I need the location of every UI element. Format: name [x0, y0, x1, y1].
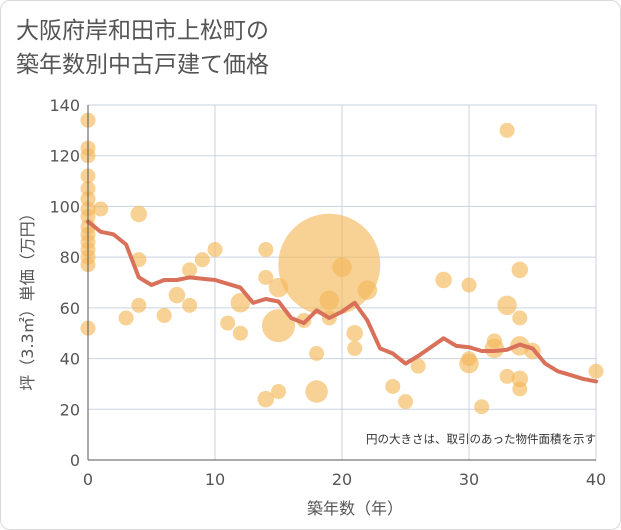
data-bubble [459, 353, 479, 374]
data-bubble [131, 297, 147, 313]
x-tick-label: 30 [459, 470, 479, 489]
data-bubble [357, 280, 378, 300]
data-bubble [512, 381, 528, 397]
data-bubble [499, 368, 515, 384]
data-bubble [309, 346, 325, 361]
data-bubble [271, 384, 286, 400]
data-bubble [230, 293, 251, 313]
trend-line-layer [86, 219, 598, 384]
data-bubble [232, 325, 248, 341]
x-axis-title: 築年数（年） [307, 499, 403, 518]
data-bubble [410, 358, 426, 374]
y-axis-title: 坪（3.3㎡）単価（万円） [18, 205, 37, 390]
data-bubble [220, 315, 236, 331]
trend-line [86, 219, 598, 384]
data-bubble [346, 324, 363, 342]
data-bubble [499, 122, 515, 138]
data-bubble [512, 310, 528, 326]
data-bubble [588, 363, 604, 379]
data-bubble [435, 271, 452, 289]
y-tick-label: 0 [70, 451, 80, 470]
bubble-layer [80, 112, 604, 415]
data-bubble [156, 307, 172, 323]
data-bubble [207, 242, 223, 258]
y-tick-label: 40 [60, 350, 80, 369]
y-tick-label: 80 [60, 248, 80, 267]
data-bubble [347, 340, 363, 356]
data-bubble [511, 261, 529, 279]
chart-title: 大阪府岸和田市上松町の 築年数別中古戸建て価格 [16, 14, 269, 82]
data-bubble [130, 205, 148, 223]
data-bubble [461, 277, 477, 293]
data-bubble [93, 201, 109, 217]
axes [87, 105, 596, 461]
tick-labels: 0 10 20 30 40 0 20 40 60 80 100 120 140 [49, 96, 606, 489]
y-tick-label: 140 [49, 96, 80, 115]
x-tick-label: 0 [83, 470, 93, 489]
data-bubble [398, 394, 413, 410]
x-tick-label: 10 [205, 470, 225, 489]
chart-title-line-1: 大阪府岸和田市上松町の [16, 18, 269, 44]
data-bubble [484, 338, 505, 359]
x-tick-label: 20 [332, 470, 352, 489]
data-bubble [194, 252, 210, 268]
y-tick-label: 120 [49, 147, 80, 166]
data-bubble [182, 297, 198, 313]
data-bubble [257, 390, 275, 408]
data-bubble [168, 286, 186, 304]
data-bubble [385, 378, 401, 394]
chart-title-line-2: 築年数別中古戸建て価格 [16, 52, 269, 78]
y-tick-label: 60 [60, 299, 80, 318]
data-bubble [118, 310, 134, 326]
data-bubble [474, 399, 490, 415]
data-bubble [182, 262, 198, 278]
data-bubble [278, 213, 381, 316]
data-bubble [305, 380, 328, 403]
data-bubble [319, 290, 340, 310]
data-bubble [258, 269, 274, 285]
y-tick-label: 20 [60, 400, 80, 419]
bubble-size-note: 円の大きさは、取引のあった物件面積を示す [366, 432, 596, 446]
x-tick-label: 40 [586, 470, 606, 489]
y-tick-label: 100 [49, 197, 80, 216]
data-bubble [262, 309, 295, 343]
data-bubble [258, 242, 274, 258]
data-bubble [497, 295, 517, 316]
data-bubble [332, 257, 352, 278]
